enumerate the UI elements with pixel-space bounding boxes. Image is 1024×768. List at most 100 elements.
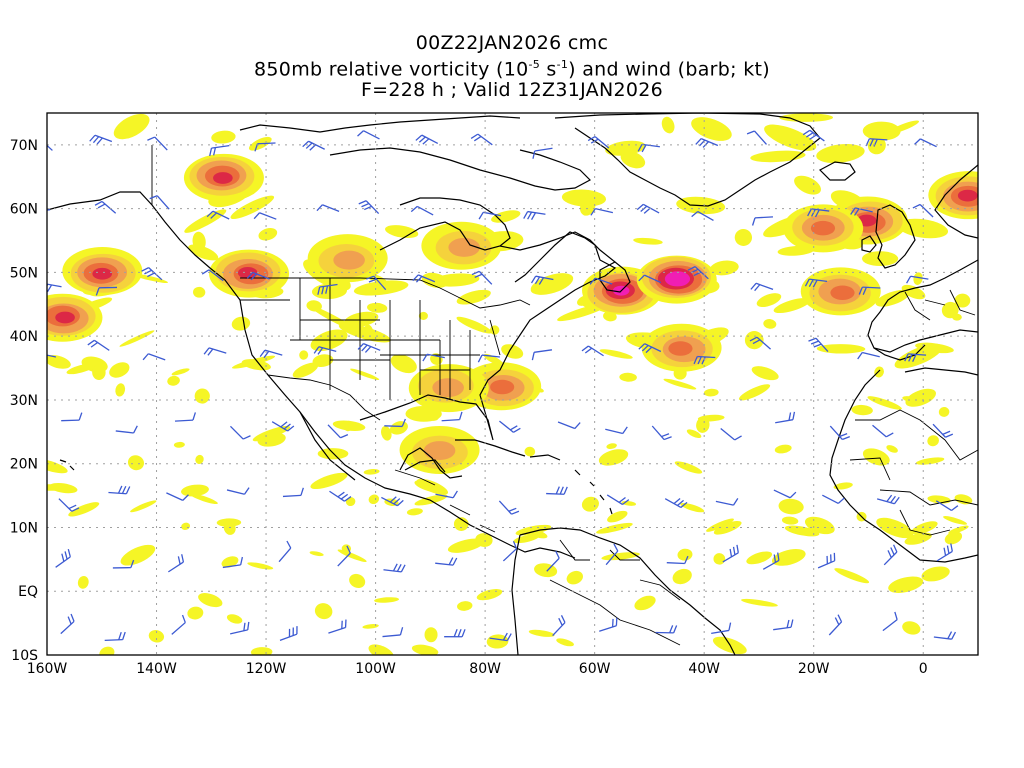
wind-barb: [751, 216, 773, 226]
vorticity-patch: [476, 589, 503, 601]
vorticity-patch: [115, 383, 126, 397]
wind-barb: [914, 138, 937, 148]
vorticity-core: [432, 378, 464, 398]
vorticity-patch: [633, 237, 663, 245]
wind-barb: [502, 541, 518, 562]
vorticity-patch: [620, 151, 646, 169]
vorticity-patch: [713, 553, 726, 565]
vorticity-patch: [944, 531, 963, 545]
vorticity-patch: [310, 305, 356, 331]
title-line-1: 00Z22JAN2026 cmc: [415, 32, 609, 54]
vorticity-patch: [47, 484, 71, 491]
lat-label: 60N: [10, 202, 38, 218]
vorticity-patch: [566, 570, 583, 585]
vorticity-patch: [596, 522, 633, 534]
vorticity-patch: [781, 516, 799, 525]
wind-barb: [590, 208, 614, 216]
wind-barb: [882, 611, 898, 632]
vorticity-patch: [579, 197, 596, 216]
vorticity-patch: [524, 446, 536, 457]
wind-barb: [773, 489, 797, 499]
vorticity-patch: [921, 566, 950, 582]
vorticity-patch: [120, 544, 156, 566]
lat-label: EQ: [18, 584, 38, 600]
vorticity-patch: [362, 624, 379, 629]
vorticity-patch: [763, 319, 777, 329]
wind-barb: [47, 144, 53, 151]
vorticity-patch: [794, 175, 821, 195]
lon-label: 80W: [469, 661, 501, 677]
vorticity-core: [237, 267, 258, 279]
wind-barb: [108, 485, 131, 495]
wind-barb: [302, 140, 325, 151]
vorticity-core: [957, 189, 978, 202]
vorticity-patch: [764, 124, 817, 151]
title-line-2: 850mb relative vorticity (10-5 s-1) and …: [254, 58, 770, 81]
lat-lon-grid: [47, 113, 978, 655]
vorticity-patch: [457, 601, 473, 611]
vorticity-patch: [367, 302, 388, 313]
wind-barb: [637, 143, 660, 153]
vorticity-patch: [581, 496, 599, 512]
vorticity-patch: [247, 562, 274, 570]
wind-barb: [470, 133, 493, 146]
wind-barb: [664, 497, 688, 509]
wind-barb: [357, 130, 380, 140]
lat-label: 10S: [11, 648, 38, 664]
vorticity-patch: [349, 573, 366, 589]
wind-barb: [337, 545, 351, 567]
wind-barb: [47, 283, 62, 293]
wind-barb: [246, 271, 270, 281]
wind-barb: [147, 136, 168, 151]
newfoundland: [599, 261, 631, 293]
vorticity-patch: [556, 638, 574, 647]
vorticity-patch: [902, 621, 921, 635]
wind-barb: [829, 425, 851, 441]
cuba: [455, 439, 526, 457]
europe-coast: [867, 259, 978, 353]
wind-barb: [316, 204, 340, 213]
vorticity-patch: [784, 525, 820, 537]
wind-barb: [112, 559, 135, 569]
wind-barb: [477, 354, 500, 363]
wind-barb: [58, 498, 80, 512]
vorticity-patch: [816, 143, 865, 164]
wind-barb: [498, 500, 520, 515]
british-isles: [861, 204, 916, 269]
wind-barb: [271, 421, 295, 432]
wind-barb: [904, 353, 927, 362]
wind-barb: [382, 627, 404, 638]
wind-barb: [166, 492, 189, 501]
wind-barb: [876, 494, 900, 505]
vorticity-patch: [706, 518, 734, 532]
vorticity-patch: [231, 355, 276, 369]
vorticity-patch: [416, 478, 449, 495]
vorticity-patch: [599, 349, 633, 359]
wind-barb: [415, 134, 439, 145]
wind-barb: [313, 346, 337, 355]
wind-barb: [329, 490, 352, 502]
vorticity-patch: [447, 538, 485, 553]
vorticity-core: [448, 237, 480, 257]
vorticity-patch: [374, 597, 400, 603]
plot-frame: [46, 112, 979, 656]
vorticity-patch: [634, 595, 656, 611]
lon-label: 100W: [355, 661, 396, 677]
wind-barb: [773, 619, 794, 631]
wind-barb: [651, 425, 672, 441]
vorticity-patch: [432, 273, 480, 287]
wind-barb: [711, 622, 732, 634]
wind-barb: [141, 267, 163, 281]
wind-barb: [422, 353, 445, 362]
wind-barb: [142, 353, 166, 361]
wind-barb: [749, 336, 771, 350]
wind-barb: [489, 632, 512, 642]
vorticity-patch: [424, 627, 438, 643]
vorticity-patch: [310, 472, 348, 490]
lon-label: 0: [919, 661, 928, 677]
wind-barb: [89, 134, 113, 145]
labrador-coast: [499, 231, 616, 263]
vorticity-patch: [696, 417, 710, 433]
vorticity-patch: [607, 510, 628, 523]
wind-barb: [850, 207, 873, 216]
